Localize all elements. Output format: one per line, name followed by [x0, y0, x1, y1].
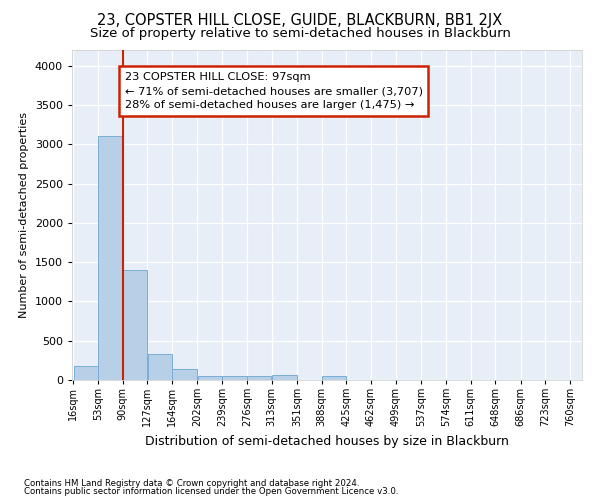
- Bar: [98, 136, 122, 380]
- Bar: [223, 376, 247, 380]
- Bar: [272, 376, 296, 380]
- Text: Contains HM Land Registry data © Crown copyright and database right 2024.: Contains HM Land Registry data © Crown c…: [24, 478, 359, 488]
- X-axis label: Distribution of semi-detached houses by size in Blackburn: Distribution of semi-detached houses by …: [145, 434, 509, 448]
- Text: 23 COPSTER HILL CLOSE: 97sqm
← 71% of semi-detached houses are smaller (3,707)
2: 23 COPSTER HILL CLOSE: 97sqm ← 71% of se…: [125, 72, 423, 110]
- Bar: [198, 376, 222, 380]
- Bar: [172, 369, 197, 380]
- Bar: [322, 376, 346, 380]
- Bar: [247, 376, 271, 380]
- Text: Size of property relative to semi-detached houses in Blackburn: Size of property relative to semi-detach…: [89, 28, 511, 40]
- Bar: [74, 366, 98, 380]
- Bar: [148, 354, 172, 380]
- Y-axis label: Number of semi-detached properties: Number of semi-detached properties: [19, 112, 29, 318]
- Bar: [123, 270, 147, 380]
- Text: 23, COPSTER HILL CLOSE, GUIDE, BLACKBURN, BB1 2JX: 23, COPSTER HILL CLOSE, GUIDE, BLACKBURN…: [97, 12, 503, 28]
- Text: Contains public sector information licensed under the Open Government Licence v3: Contains public sector information licen…: [24, 487, 398, 496]
